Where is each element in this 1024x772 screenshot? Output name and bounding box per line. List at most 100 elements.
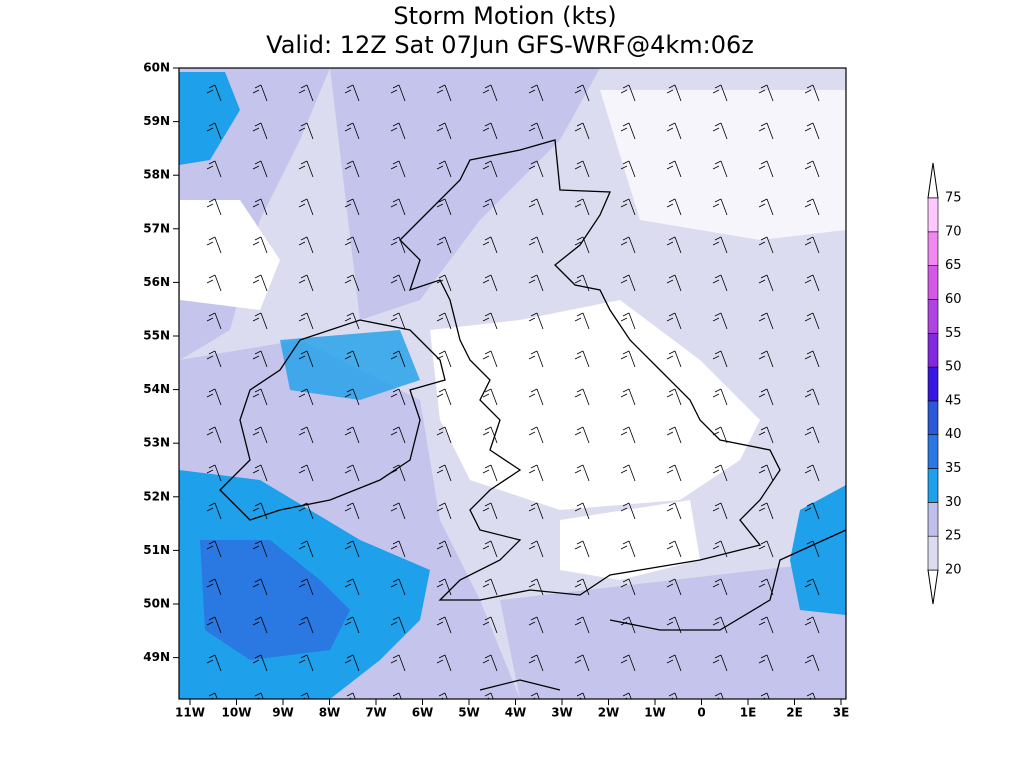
wind-barb [804,236,820,254]
lat-label: 53N [143,436,170,450]
wind-barb [482,236,498,254]
wind-barb [851,427,865,443]
wind-barb [482,274,498,292]
wind-barb [851,389,865,405]
wind-barb [574,122,590,140]
wind-barb [482,654,498,672]
title: Storm Motion (kts) [393,2,616,30]
lon-label: 9W [272,706,294,720]
lat-label: 57N [143,221,170,235]
wind-barb [344,274,360,292]
field-clear [180,200,280,310]
wind-barb [574,654,590,672]
wind-barb [758,160,774,178]
wind-barb [528,388,544,406]
wind-barb [482,426,498,444]
lon-label: 2W [598,706,620,720]
lon-label: 1W [644,706,666,720]
wind-barb [436,312,452,330]
wind-barb [482,350,498,368]
wind-barb [620,578,636,596]
lat-label: 50N [143,597,170,611]
wind-barb [804,160,820,178]
wind-barb [482,198,498,216]
wind-barb [298,616,314,634]
lat-label: 60N [143,61,170,75]
lon-label: 3E [833,706,850,720]
wind-barb [298,236,314,254]
field-clear [560,500,700,580]
lon-label: 8W [319,706,341,720]
wind-barb [390,198,406,216]
wind-barb [574,350,590,368]
wind-barb [252,388,268,406]
wind-barb [436,654,452,672]
wind-barb [528,464,544,482]
wind-barb [206,426,222,444]
lat-label: 51N [143,543,170,557]
lat-label: 55N [143,329,170,343]
wind-barb [482,388,498,406]
wind-barb [528,198,544,216]
wind-barb [574,388,590,406]
wind-barb [252,426,268,444]
wind-barb [206,578,222,596]
wind-barb [620,350,636,368]
field-higher [200,540,350,660]
wind-barb [252,654,268,672]
colorbar-label: 50 [945,360,962,375]
wind-barb [390,350,406,368]
wind-barb [206,198,222,216]
wind-barb [666,578,682,596]
wind-barb [804,350,820,368]
colorbar-high-arrow [927,162,939,199]
wind-barb [298,540,314,558]
wind-barb [344,540,360,558]
wind-barb [390,654,406,672]
wind-barb [436,464,452,482]
wind-barb [436,160,452,178]
colorbar-segment [927,332,939,368]
wind-barb [390,312,406,330]
lat-label: 54N [143,382,170,396]
wind-barb [298,464,314,482]
colorbar-label: 55 [945,326,962,341]
map: 60N 59N 58N 57N 56N 55N 54N 53N 52N 51N 50N 49N 11W 1… [143,61,865,720]
wind-barb [620,198,636,216]
wind-barb [206,350,222,368]
wind-barb [620,274,636,292]
wind-barb [482,616,498,634]
wind-barb [851,237,865,253]
wind-barb [436,578,452,596]
wind-barb [528,426,544,444]
wind-barb [666,350,682,368]
wind-barb [804,274,820,292]
wind-barb [574,312,590,330]
wind-barb [851,351,865,367]
wind-barb [804,84,820,102]
wind-barb [206,540,222,558]
subtitle: Valid: 12Z Sat 07Jun GFS-WRF@4km:06z [266,31,754,59]
wind-barb [298,198,314,216]
wind-barb [436,540,452,558]
wind-barb [252,122,268,140]
wind-barb [574,84,590,102]
colorbar-segment [927,197,939,233]
wind-barb [252,578,268,596]
wind-barb [851,655,865,671]
wind-barb [758,350,774,368]
wind-barb [712,388,728,406]
wind-barb [344,388,360,406]
coastline [609,529,846,631]
wind-barb [666,160,682,178]
wind-barb [851,199,865,215]
wind-barb [482,502,498,520]
wind-barb [298,312,314,330]
coastline [399,139,781,601]
lat-label: 52N [143,489,170,503]
lat-label: 59N [143,114,170,128]
wind-barb [666,236,682,254]
wind-barb [851,541,865,557]
wind-barb [528,312,544,330]
colorbar-segment [927,299,939,334]
